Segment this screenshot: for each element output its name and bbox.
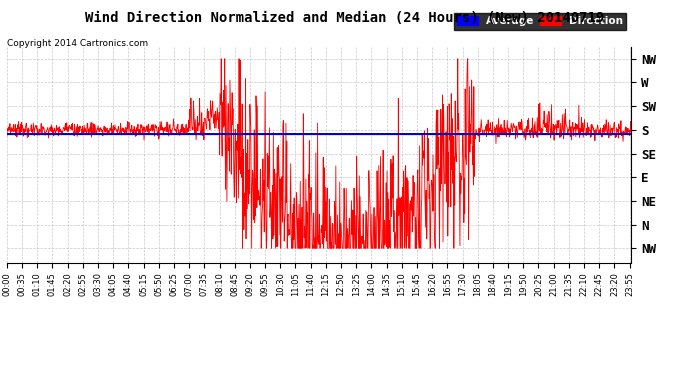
Text: Wind Direction Normalized and Median (24 Hours) (New) 20140719: Wind Direction Normalized and Median (24… (86, 11, 604, 25)
Legend: Average, Direction: Average, Direction (454, 13, 626, 30)
Text: Copyright 2014 Cartronics.com: Copyright 2014 Cartronics.com (7, 39, 148, 48)
